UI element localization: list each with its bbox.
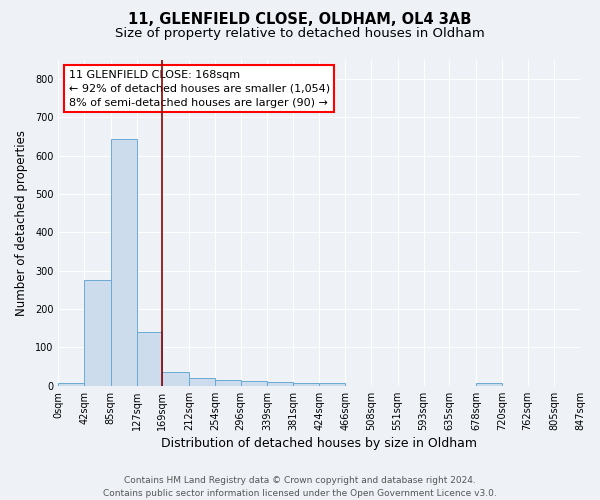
Bar <box>241 381 267 386</box>
Bar <box>137 332 163 386</box>
Text: 11 GLENFIELD CLOSE: 168sqm
← 92% of detached houses are smaller (1,054)
8% of se: 11 GLENFIELD CLOSE: 168sqm ← 92% of deta… <box>69 70 330 108</box>
Bar <box>163 372 189 386</box>
Text: 11, GLENFIELD CLOSE, OLDHAM, OL4 3AB: 11, GLENFIELD CLOSE, OLDHAM, OL4 3AB <box>128 12 472 28</box>
Y-axis label: Number of detached properties: Number of detached properties <box>15 130 28 316</box>
Bar <box>293 383 319 386</box>
X-axis label: Distribution of detached houses by size in Oldham: Distribution of detached houses by size … <box>161 437 477 450</box>
Text: Size of property relative to detached houses in Oldham: Size of property relative to detached ho… <box>115 28 485 40</box>
Bar <box>189 378 215 386</box>
Text: Contains HM Land Registry data © Crown copyright and database right 2024.
Contai: Contains HM Land Registry data © Crown c… <box>103 476 497 498</box>
Bar <box>110 138 137 386</box>
Bar <box>319 383 346 386</box>
Bar <box>476 383 502 386</box>
Bar <box>84 280 110 386</box>
Bar <box>58 383 84 386</box>
Bar <box>267 382 293 386</box>
Bar <box>215 380 241 386</box>
